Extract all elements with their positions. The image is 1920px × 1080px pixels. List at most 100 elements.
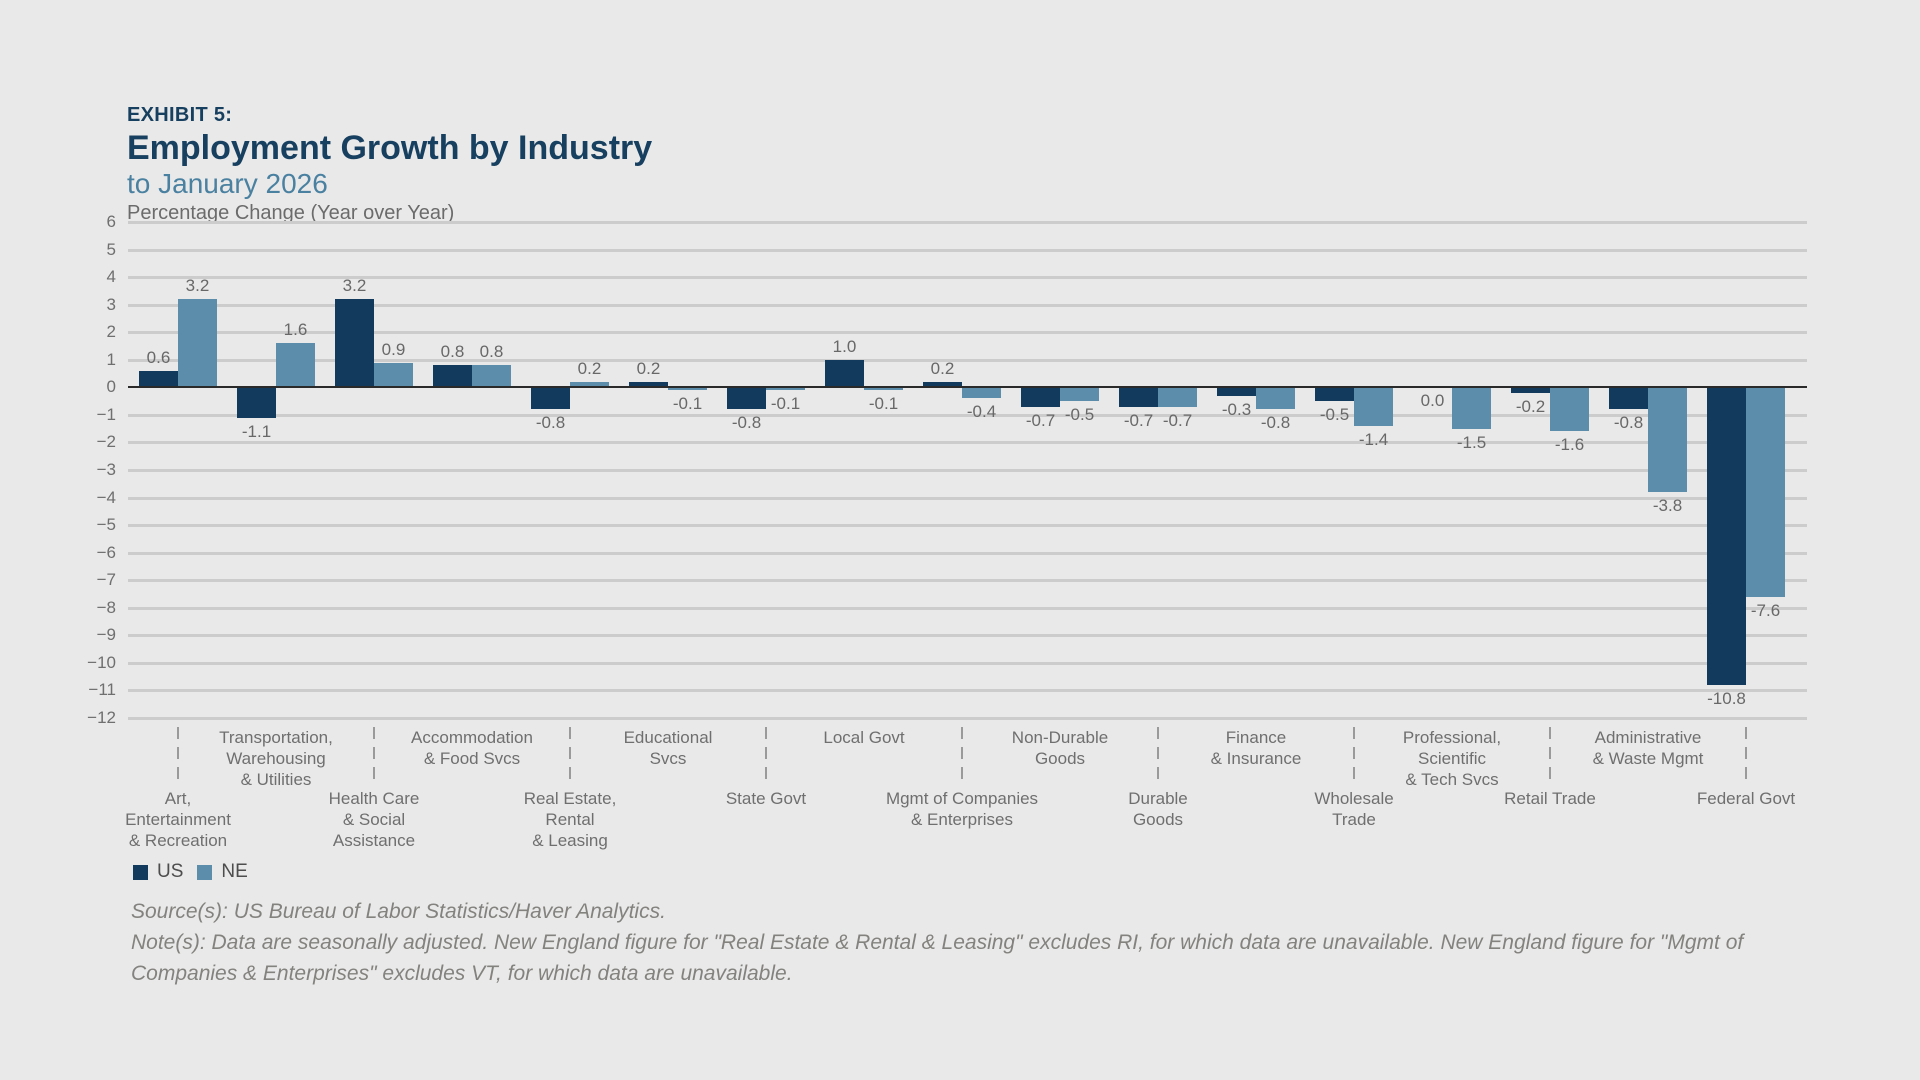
legend-item-ne: NE — [197, 861, 248, 883]
gridline — [128, 689, 1807, 693]
y-tick-label: −11 — [88, 680, 116, 700]
bar-value-label: 3.2 — [342, 276, 367, 296]
category-tick-mark — [961, 727, 963, 783]
category-label-line: Svcs — [649, 749, 687, 768]
bar-value-label: -0.5 — [1319, 405, 1350, 425]
data-note: Note(s): Data are seasonally adjusted. N… — [131, 931, 1744, 985]
category-label-line: & Tech Svcs — [1405, 770, 1499, 789]
y-tick-label: 4 — [106, 267, 116, 287]
bar-value-label: -0.5 — [1064, 405, 1095, 425]
category-label-line: Real Estate, — [523, 789, 617, 808]
gridline — [128, 661, 1807, 665]
bar-value-label: -0.8 — [535, 413, 566, 433]
bar-value-label: -0.1 — [672, 394, 703, 414]
category-label: Accommodation & Food Svcs — [367, 727, 577, 769]
category-label-line: Educational — [623, 728, 713, 747]
bar-value-label: -7.6 — [1750, 600, 1781, 620]
us-bar — [629, 381, 668, 388]
category-tick-mark — [373, 727, 375, 783]
ne-legend-label: NE — [221, 861, 248, 882]
category-label-line: Warehousing — [226, 749, 326, 768]
gridline — [128, 606, 1807, 610]
us-bar — [531, 387, 570, 410]
ne-bar — [766, 387, 805, 391]
category-label: Educational Svcs — [563, 727, 773, 769]
chart-title: Employment Growth by Industry — [127, 129, 653, 167]
bar-value-label: 3.2 — [185, 276, 210, 296]
category-label-line: Goods — [1034, 749, 1086, 768]
us-bar — [727, 387, 766, 410]
category-label-line: Administrative — [1594, 728, 1702, 747]
category-label: Wholesale Trade — [1249, 788, 1459, 830]
us-bar — [139, 370, 178, 388]
category-label-line: Entertainment — [125, 810, 231, 829]
ne-bar — [1550, 387, 1589, 432]
category-label-line: Assistance — [332, 831, 416, 850]
category-tick-mark — [1353, 727, 1355, 783]
bar-value-label: -0.3 — [1221, 399, 1252, 419]
y-tick-label: −7 — [96, 570, 116, 590]
category-label-line: Federal Govt — [1696, 789, 1796, 808]
category-label-line: Accommodation — [411, 728, 533, 747]
gridline — [128, 634, 1807, 638]
us-bar — [1609, 387, 1648, 410]
y-tick-label: 3 — [106, 294, 116, 314]
category-label: Local Govt — [759, 727, 969, 748]
y-tick-label: −6 — [96, 542, 116, 562]
category-label-line: & Insurance — [1210, 749, 1302, 768]
gridline — [128, 441, 1807, 445]
us-bar — [1315, 387, 1354, 402]
ne-bar — [962, 387, 1001, 399]
gridline — [128, 303, 1807, 307]
category-label: Health Care & Social Assistance — [269, 788, 479, 851]
category-label: Durable Goods — [1053, 788, 1263, 830]
us-bar — [335, 299, 374, 388]
bar-value-label: -3.8 — [1652, 496, 1683, 516]
category-label: Finance & Insurance — [1151, 727, 1361, 769]
gridline — [128, 717, 1807, 720]
category-label-line: Non-Durable — [1011, 728, 1109, 747]
bar-value-label: 0.2 — [577, 358, 602, 378]
bar-value-label: 1.6 — [283, 320, 308, 340]
bar-value-label: -0.7 — [1025, 410, 1056, 430]
axis-unit-label: Percentage Change (Year over Year) — [127, 202, 455, 224]
category-label-line: Finance — [1225, 728, 1287, 747]
bar-value-label: -0.8 — [1613, 413, 1644, 433]
category-tick-mark — [569, 727, 571, 783]
bar-value-label: -10.8 — [1707, 688, 1746, 708]
category-label-line: & Utilities — [240, 770, 312, 789]
gridline — [128, 331, 1807, 335]
category-label-line: Mgmt of Companies — [885, 789, 1039, 808]
bar-value-label: 0.9 — [381, 339, 406, 359]
ne-bar — [864, 387, 903, 391]
y-tick-label: −4 — [96, 487, 116, 507]
bar-value-label: 0.2 — [636, 358, 661, 378]
bar-value-label: 0.8 — [479, 342, 504, 362]
y-tick-label: 6 — [106, 212, 116, 231]
y-tick-label: −3 — [96, 460, 116, 479]
category-label: State Govt — [661, 788, 871, 809]
ne-bar — [1354, 387, 1393, 426]
category-label: Mgmt of Companies & Enterprises — [857, 788, 1067, 830]
category-tick-mark — [765, 727, 767, 783]
category-tick-mark — [1549, 727, 1551, 783]
ne-bar — [178, 299, 217, 388]
us-bar — [825, 359, 864, 388]
category-label-line: Art, — [164, 789, 192, 808]
category-label: Professional, Scientific & Tech Svcs — [1347, 727, 1557, 790]
bar-value-label: -1.4 — [1358, 429, 1389, 449]
y-tick-label: −9 — [96, 625, 116, 645]
bar-value-label: -0.8 — [1260, 413, 1291, 433]
y-tick-label: −1 — [96, 404, 116, 424]
us-bar — [1021, 387, 1060, 407]
category-label: Art, Entertainment & Recreation — [73, 788, 283, 851]
ne-bar — [1746, 387, 1785, 597]
y-tick-label: 5 — [106, 239, 116, 259]
bar-value-label: -0.1 — [868, 394, 899, 414]
bar-value-label: -1.6 — [1554, 435, 1585, 455]
ne-bar — [1158, 387, 1197, 407]
ne-bar — [1256, 387, 1295, 410]
gridline — [128, 524, 1807, 528]
us-bar — [1707, 387, 1746, 685]
category-tick-mark — [177, 727, 179, 783]
